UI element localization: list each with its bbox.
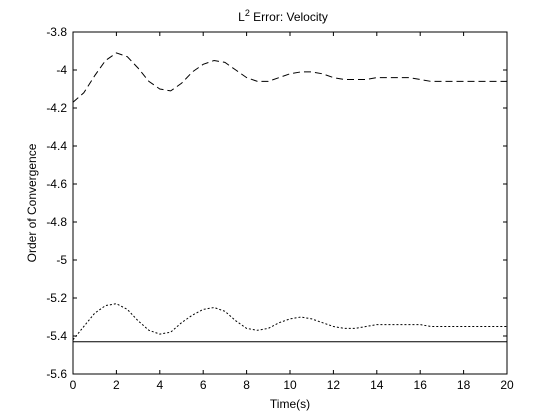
- x-tick-label: 4: [156, 378, 163, 392]
- y-tick-label: -5.4: [46, 329, 67, 343]
- plot-area-frame: [72, 31, 508, 375]
- y-tick-label: -5.2: [46, 291, 67, 305]
- y-tick-label: -4.6: [46, 177, 67, 191]
- x-tick-label: 8: [243, 378, 250, 392]
- series-line-dotted: [72, 303, 507, 341]
- x-tick-label: 2: [113, 378, 120, 392]
- chart-title-sup: 2: [245, 8, 250, 18]
- y-tick-label: -5: [56, 253, 67, 267]
- x-tick-label: 0: [70, 378, 77, 392]
- x-tick-label: 18: [457, 378, 471, 392]
- x-tick-label: 14: [370, 378, 384, 392]
- series-line-dashed: [72, 52, 507, 103]
- y-axis: -3.8 -4 -4.2 -4.4 -4.6 -4.8 -5 -5.2 -5.4 -5.6: [46, 25, 507, 381]
- chart-title: L2 Error: Velocity: [238, 8, 328, 24]
- y-tick-label: -4: [56, 63, 67, 77]
- x-tick-label: 20: [500, 378, 514, 392]
- x-tick-label: 10: [283, 378, 297, 392]
- series-group: [72, 52, 507, 343]
- y-tick-label: -4.4: [46, 139, 67, 153]
- x-tick-label: 6: [200, 378, 207, 392]
- y-tick-label: -3.8: [46, 25, 67, 39]
- y-tick-label: -4.8: [46, 215, 67, 229]
- x-axis: 0 2 4 6 8 10 12 14 16 18 20: [70, 32, 514, 392]
- y-axis-label: Order of Convergence: [25, 143, 39, 262]
- chart-title-base: L: [238, 10, 245, 24]
- y-tick-label: -5.6: [46, 367, 67, 381]
- x-tick-label: 12: [327, 378, 341, 392]
- x-tick-label: 16: [414, 378, 428, 392]
- y-tick-label: -4.2: [46, 101, 67, 115]
- chart-title-rest: Error: Velocity: [250, 10, 328, 24]
- x-axis-label: Time(s): [270, 397, 310, 411]
